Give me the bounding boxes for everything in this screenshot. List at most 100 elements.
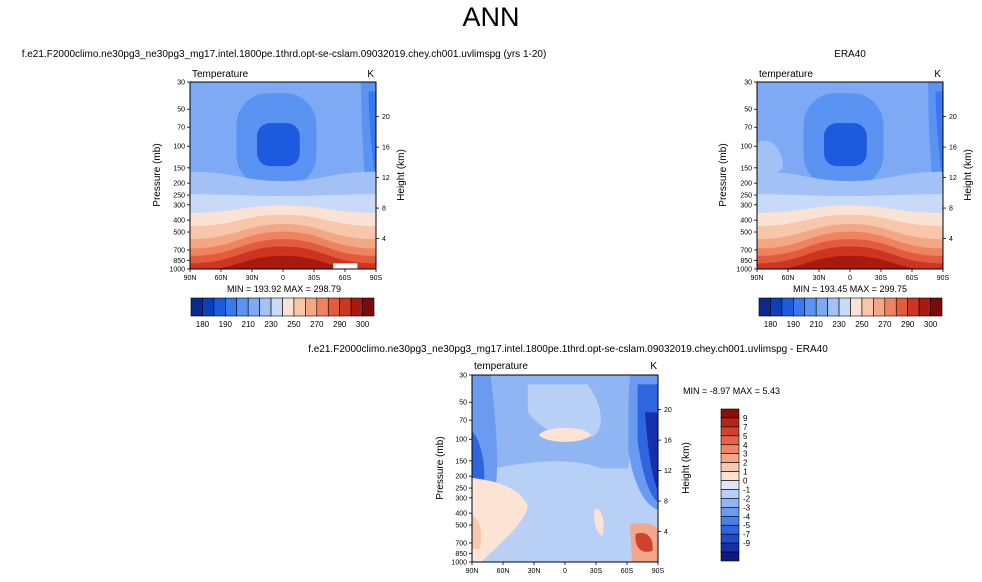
y-tick-label: 700 bbox=[455, 540, 467, 547]
panel-diff-right-label: K bbox=[650, 361, 657, 372]
y-tick-label: 1000 bbox=[169, 267, 185, 274]
x-tick-label: 60N bbox=[497, 568, 510, 575]
colorbar-swatch bbox=[720, 498, 740, 508]
panel-diff-ylabel: Pressure (mb) bbox=[435, 436, 446, 499]
colorbar-swatch bbox=[202, 297, 215, 317]
x-tick-label: 30N bbox=[246, 275, 259, 282]
colorbar-swatch bbox=[815, 297, 828, 317]
panel-obs-colorbar: 180 190 210 230 250 270 290 300 bbox=[758, 297, 943, 329]
y-tick-label: 500 bbox=[740, 230, 752, 237]
contour-band-troposphere-8 bbox=[782, 255, 918, 269]
colorbar-label: 300 bbox=[356, 320, 370, 329]
colorbar-swatch bbox=[720, 524, 740, 535]
panel-model-colorbar: 180 190 210 230 250 270 290 300 bbox=[190, 297, 375, 329]
colorbar-swatch bbox=[236, 297, 249, 317]
colorbar-label: 180 bbox=[196, 320, 210, 329]
panel-model-right-label: K bbox=[367, 69, 374, 80]
colorbar-swatch bbox=[930, 297, 943, 317]
diff-band-nh-warm bbox=[472, 477, 528, 562]
y-tick-label: 70 bbox=[459, 418, 467, 425]
panel-obs-right-label: K bbox=[934, 69, 941, 80]
panel-model-y2-ticks: 20 16 12 8 4 bbox=[376, 114, 390, 243]
panel-model-field bbox=[190, 82, 376, 269]
colorbar-swatch bbox=[225, 297, 238, 317]
colorbar-swatch bbox=[861, 297, 874, 317]
y2-tick-label: 16 bbox=[664, 438, 672, 445]
panel-diff-stats: MIN = -8.97 MAX = 5.43 bbox=[683, 386, 780, 396]
colorbar-swatch bbox=[293, 297, 306, 317]
y-tick-label: 700 bbox=[173, 247, 185, 254]
colorbar-swatch bbox=[720, 417, 740, 428]
colorbar-swatch bbox=[907, 297, 920, 317]
colorbar-swatch bbox=[838, 297, 851, 317]
y-tick-label: 400 bbox=[455, 511, 467, 518]
y2-tick-label: 20 bbox=[949, 114, 957, 121]
colorbar-label: -5 bbox=[743, 521, 751, 530]
y2-tick-label: 12 bbox=[664, 468, 672, 475]
y2-tick-label: 20 bbox=[382, 114, 390, 121]
colorbar-label: 1 bbox=[743, 468, 748, 477]
panel-diff-y2-ticks: 20 16 12 8 4 bbox=[658, 407, 672, 536]
diff-band-np-cold bbox=[472, 431, 485, 491]
colorbar-label: 290 bbox=[333, 320, 347, 329]
colorbar-swatch bbox=[850, 297, 863, 317]
y2-tick-label: 12 bbox=[949, 175, 957, 182]
panel-diff: f.e21.F2000climo.ne30pg3_ne30pg3_mg17.in… bbox=[308, 344, 828, 575]
panel-obs-left-label: temperature bbox=[759, 69, 813, 80]
y-tick-label: 250 bbox=[173, 193, 185, 200]
colorbar-swatch bbox=[720, 435, 740, 446]
colorbar-swatch bbox=[282, 297, 295, 317]
colorbar-swatch bbox=[781, 297, 794, 317]
y-tick-label: 70 bbox=[744, 125, 752, 132]
colorbar-swatch bbox=[804, 297, 817, 317]
y-tick-label: 400 bbox=[173, 218, 185, 225]
panel-obs-ylabel: Pressure (mb) bbox=[718, 143, 729, 206]
colorbar-swatch bbox=[316, 297, 329, 317]
diff-band-tropical-warm bbox=[538, 427, 592, 442]
x-tick-label: 30N bbox=[813, 275, 826, 282]
colorbar-swatch bbox=[793, 297, 806, 317]
y2-tick-label: 8 bbox=[664, 499, 668, 506]
y-tick-label: 250 bbox=[740, 193, 752, 200]
y2-tick-label: 16 bbox=[382, 145, 390, 152]
y-tick-label: 400 bbox=[740, 218, 752, 225]
y2-tick-label: 16 bbox=[949, 145, 957, 152]
y-tick-label: 100 bbox=[455, 437, 467, 444]
y-tick-label: 850 bbox=[740, 258, 752, 265]
panel-diff-x-ticks: 90N 60N 30N 0 30S 60S 90S bbox=[466, 562, 665, 575]
panel-model: f.e21.F2000climo.ne30pg3_ne30pg3_mg17.in… bbox=[22, 49, 547, 329]
panel-diff-field bbox=[472, 375, 658, 562]
colorbar-label: 180 bbox=[764, 320, 778, 329]
diff-band-sp-coldest bbox=[644, 412, 658, 491]
colorbar-swatch bbox=[720, 542, 740, 553]
y-tick-label: 150 bbox=[455, 458, 467, 465]
panel-diff-title: f.e21.F2000climo.ne30pg3_ne30pg3_mg17.in… bbox=[308, 344, 828, 355]
colorbar-label: 190 bbox=[219, 320, 233, 329]
y2-tick-label: 4 bbox=[382, 236, 386, 243]
colorbar-swatch bbox=[720, 533, 740, 544]
colorbar-swatch bbox=[720, 551, 740, 562]
x-tick-label: 0 bbox=[848, 275, 852, 282]
colorbar-label: 190 bbox=[787, 320, 801, 329]
colorbar-swatch bbox=[720, 444, 740, 455]
y-tick-label: 30 bbox=[459, 373, 467, 380]
colorbar-swatch bbox=[339, 297, 352, 317]
colorbar-swatch bbox=[720, 507, 740, 517]
y-tick-label: 1000 bbox=[736, 267, 752, 274]
diff-band-mid bbox=[527, 384, 601, 439]
x-tick-label: 90S bbox=[652, 568, 665, 575]
x-tick-label: 90N bbox=[751, 275, 764, 282]
colorbar-label: 290 bbox=[901, 320, 915, 329]
colorbar-label: -9 bbox=[743, 539, 751, 548]
panel-obs-stats: MIN = 193.45 MAX = 299.75 bbox=[793, 284, 907, 294]
colorbar-swatch bbox=[190, 297, 203, 317]
x-tick-label: 90N bbox=[466, 568, 479, 575]
y-tick-label: 300 bbox=[740, 202, 752, 209]
y-tick-label: 150 bbox=[740, 165, 752, 172]
y-tick-label: 150 bbox=[173, 165, 185, 172]
y2-tick-label: 4 bbox=[949, 236, 953, 243]
contour-band-south-pole-colder bbox=[368, 91, 376, 185]
contour-band-troposphere-8 bbox=[215, 255, 351, 269]
colorbar-swatch bbox=[270, 297, 283, 317]
